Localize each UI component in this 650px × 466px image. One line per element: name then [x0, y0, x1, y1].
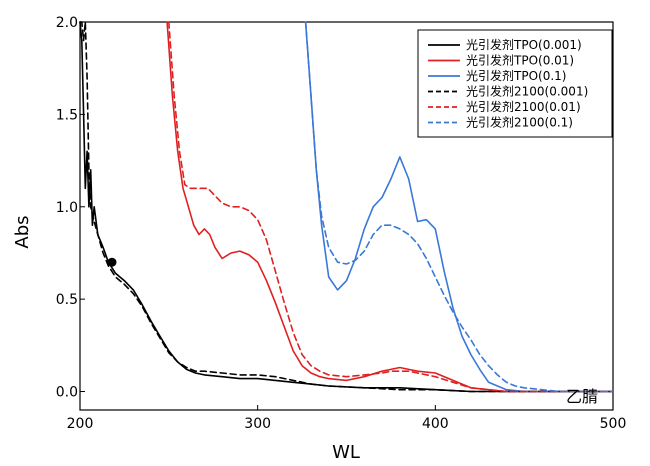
- series-line-3: [304, 21, 614, 393]
- y-tick-label: 0.0: [56, 385, 78, 401]
- legend-box: [417, 29, 613, 138]
- series-layer: [79, 21, 614, 393]
- legend-label: 光引发剂2100(0.001): [466, 84, 588, 99]
- tick-labels: 200 300 400 500 0.0 0.5 1.0 1.5 2.0: [56, 15, 627, 432]
- series-line-1: [79, 21, 614, 393]
- x-tick-label: 300: [244, 416, 271, 432]
- series-line-4: [79, 21, 614, 393]
- legend-label: 光引发剂2100(0.1): [466, 115, 573, 130]
- y-tick-label: 2.0: [56, 15, 78, 31]
- marker-point: [107, 257, 117, 267]
- series-line-5: [168, 21, 614, 393]
- legend-label: 光引发剂TPO(0.1): [466, 68, 566, 83]
- legend-label: 光引发剂2100(0.01): [466, 99, 581, 114]
- solvent-annotation: 乙腈: [566, 387, 598, 406]
- y-axis-title: Abs: [12, 215, 33, 248]
- y-tick-label: 1.5: [56, 107, 78, 123]
- x-axis-title: WL: [332, 442, 360, 463]
- legend-label: 光引发剂TPO(0.01): [466, 53, 574, 68]
- legend-label: 光引发剂TPO(0.001): [466, 37, 582, 52]
- legend: 光引发剂TPO(0.001)光引发剂TPO(0.01)光引发剂TPO(0.1)光…: [417, 29, 613, 138]
- series-line-6: [304, 21, 614, 393]
- series-line-2: [166, 21, 614, 393]
- x-tick-label: 200: [67, 416, 94, 432]
- y-tick-label: 1.0: [56, 200, 78, 216]
- x-tick-label: 500: [600, 416, 627, 432]
- y-tick-label: 0.5: [56, 292, 78, 308]
- x-tick-label: 400: [422, 416, 449, 432]
